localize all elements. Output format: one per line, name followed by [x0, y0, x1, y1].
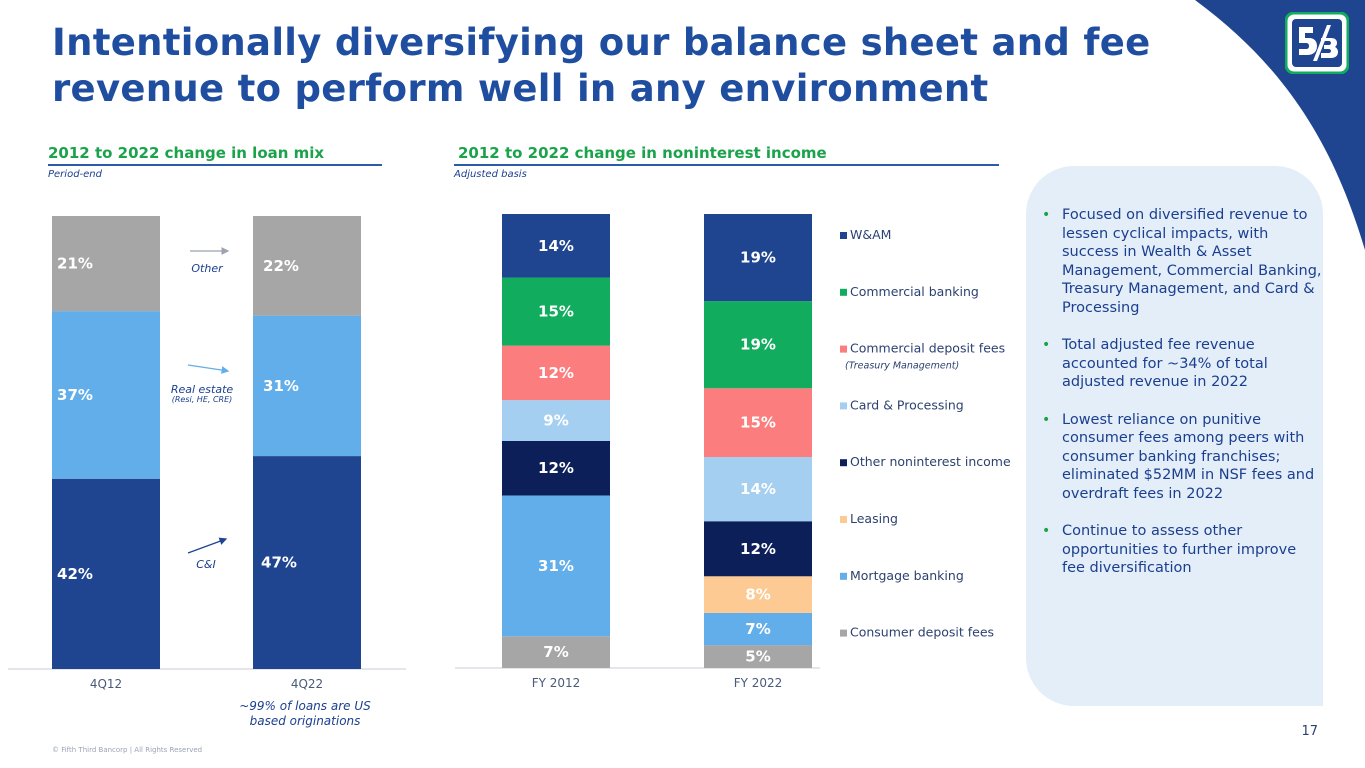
data-label: 14%: [740, 480, 776, 498]
data-label: 8%: [745, 586, 770, 604]
category-label: 4Q22: [291, 677, 323, 691]
data-label: 37%: [57, 386, 93, 404]
legend-label: Leasing: [850, 511, 898, 526]
page-number: 17: [1301, 724, 1318, 739]
data-label: 42%: [57, 565, 93, 583]
noninterest-rule: [454, 164, 999, 166]
legend-label: Consumer deposit fees: [850, 625, 994, 640]
bar-segment: [704, 521, 812, 577]
category-label: 4Q12: [90, 677, 122, 691]
data-label: 12%: [740, 540, 776, 558]
data-label: 15%: [538, 303, 574, 321]
data-label: 12%: [538, 459, 574, 477]
legend-label: Mortgage banking: [850, 568, 964, 583]
legend-label: Commercial banking: [850, 284, 979, 299]
bullet-item: Focused on diversified revenue to lessen…: [1040, 206, 1322, 317]
bullet-item: Total adjusted fee revenue accounted for…: [1040, 336, 1322, 392]
noninterest-section-title: 2012 to 2022 change in noninterest incom…: [458, 144, 827, 162]
legend-swatch: [840, 345, 847, 353]
data-label: 12%: [538, 364, 574, 382]
data-label: 7%: [745, 620, 770, 638]
legend-label: Card & Processing: [850, 397, 964, 412]
loan-mix-section-title: 2012 to 2022 change in loan mix: [48, 144, 325, 162]
bar-segment: [704, 388, 812, 458]
loan-mix-chart: 42% 37% 21% 4Q12 47% 31% 22% 4Q22: [8, 216, 406, 691]
bar-segment: [52, 478, 160, 669]
real-estate-arrow: [187, 364, 230, 374]
category-label: FY 2022: [734, 676, 783, 690]
data-label: 19%: [740, 249, 776, 267]
real-estate-annotation: Real estate: [170, 383, 234, 396]
bar-segment: [502, 636, 610, 668]
data-label: 22%: [263, 257, 299, 275]
data-label: 14%: [538, 237, 574, 255]
data-label: 21%: [57, 255, 93, 273]
bar-segment: [52, 216, 160, 312]
bar-segment: [253, 456, 361, 669]
annotation-arrows: [187, 247, 230, 554]
page-title: Intentionally diversifying our balance s…: [52, 21, 1151, 110]
category-label: FY 2012: [532, 676, 581, 690]
legend-swatch: [840, 629, 847, 637]
data-label: 15%: [740, 414, 776, 432]
data-label: 31%: [538, 557, 574, 575]
loan-mix-rule: [48, 164, 382, 166]
legend-swatch: [840, 232, 847, 239]
bar-segment: [502, 495, 610, 637]
legend-label: Other noninterest income: [850, 454, 1011, 469]
legend-swatch: [840, 402, 847, 410]
ci-arrow: [187, 537, 228, 554]
summary-bullets: Focused on diversified revenue to lessen…: [1040, 206, 1322, 597]
legend-label: Commercial deposit fees: [850, 341, 1005, 356]
data-label: 5%: [745, 648, 770, 666]
bar-segment: [704, 301, 812, 389]
bar-segment: [502, 441, 610, 496]
bar-segment: [704, 214, 812, 302]
bar-segment: [502, 345, 610, 401]
bar-segment: [502, 277, 610, 346]
bullet-item: Continue to assess other opportunities t…: [1040, 522, 1322, 578]
data-label: 47%: [261, 554, 297, 572]
data-label: 9%: [543, 412, 568, 430]
bar-segment: [704, 457, 812, 522]
bar-segment: [502, 214, 610, 278]
legend-swatch: [840, 516, 847, 523]
bar-segment: [253, 216, 361, 316]
loan-mix-subtitle: Period-end: [48, 169, 102, 180]
other-annotation: Other: [191, 262, 223, 275]
bar-segment: [502, 400, 610, 441]
data-label: 7%: [543, 643, 568, 661]
bullet-item: Lowest reliance on punitive consumer fee…: [1040, 411, 1322, 504]
noninterest-subtitle: Adjusted basis: [454, 169, 527, 180]
data-label: 19%: [740, 336, 776, 354]
noninterest-income-chart: 7% 31% 12% 9% 12% 15% 14% FY 2012 5% 7% 8% 12% 14% 15…: [455, 214, 1011, 690]
legend-swatch: [840, 459, 847, 467]
ci-annotation: C&I: [196, 558, 216, 571]
data-label: 31%: [263, 377, 299, 395]
legend-sublabel: (Treasury Management): [845, 361, 959, 372]
legend-swatch: [840, 572, 847, 580]
bar-segment: [704, 612, 812, 646]
fifth-third-logo-icon: [1285, 12, 1349, 74]
bar-segment: [253, 315, 361, 457]
legend-swatch: [840, 288, 847, 296]
loan-footnote: ~99% of loans are US based originations: [239, 699, 371, 728]
bar-segment: [704, 576, 812, 613]
copyright: © Fifth Third Bancorp | All Rights Reser…: [52, 746, 203, 754]
bar-segment: [704, 645, 812, 668]
bar-segment: [52, 311, 160, 479]
legend-label: W&AM: [850, 227, 891, 242]
real-estate-annotation-sub: (Resi, HE, CRE): [171, 395, 233, 404]
